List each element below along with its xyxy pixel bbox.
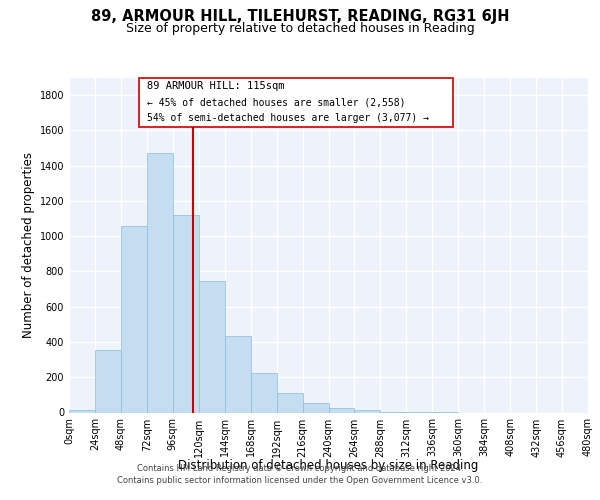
Bar xyxy=(95,350,121,412)
Bar xyxy=(277,393,302,412)
Bar xyxy=(302,403,329,412)
Y-axis label: Number of detached properties: Number of detached properties xyxy=(22,152,35,338)
Text: Contains public sector information licensed under the Open Government Licence v3: Contains public sector information licen… xyxy=(118,476,482,485)
Bar xyxy=(147,154,173,412)
Bar xyxy=(199,281,224,412)
Bar xyxy=(173,215,199,412)
Bar xyxy=(329,408,355,412)
Text: ← 45% of detached houses are smaller (2,558): ← 45% of detached houses are smaller (2,… xyxy=(147,97,406,107)
Text: 54% of semi-detached houses are larger (3,077) →: 54% of semi-detached houses are larger (… xyxy=(147,113,429,123)
FancyBboxPatch shape xyxy=(139,78,453,127)
Text: 89 ARMOUR HILL: 115sqm: 89 ARMOUR HILL: 115sqm xyxy=(147,82,284,92)
Bar xyxy=(251,373,277,412)
Bar xyxy=(225,336,251,412)
Text: Size of property relative to detached houses in Reading: Size of property relative to detached ho… xyxy=(125,22,475,35)
Text: Contains HM Land Registry data © Crown copyright and database right 2024.: Contains HM Land Registry data © Crown c… xyxy=(137,464,463,473)
Bar xyxy=(355,410,380,412)
Text: 89, ARMOUR HILL, TILEHURST, READING, RG31 6JH: 89, ARMOUR HILL, TILEHURST, READING, RG3… xyxy=(91,9,509,24)
Bar xyxy=(69,410,95,412)
X-axis label: Distribution of detached houses by size in Reading: Distribution of detached houses by size … xyxy=(178,460,479,472)
Bar xyxy=(121,226,147,412)
